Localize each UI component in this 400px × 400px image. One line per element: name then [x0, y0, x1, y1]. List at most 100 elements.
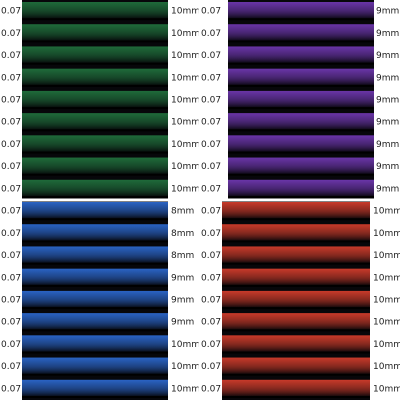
- thickness-label: 0.07: [1, 140, 21, 150]
- length-label: 9mm: [376, 140, 399, 150]
- thickness-label: 0.07: [201, 162, 221, 172]
- length-label: 10mm: [373, 229, 400, 239]
- length-label: 9mm: [376, 51, 399, 61]
- length-label: 9mm: [376, 7, 399, 17]
- lash-strip: [22, 68, 168, 86]
- thickness-label: 0.07: [1, 384, 21, 394]
- thickness-label: 0.07: [1, 207, 21, 217]
- lash-base: [22, 307, 168, 310]
- thickness-label: 0.07: [1, 118, 21, 128]
- length-label: 9mm: [376, 73, 399, 83]
- length-label: 9mm: [171, 273, 194, 283]
- lash-strip: [22, 24, 168, 42]
- lash-strip: [22, 46, 168, 64]
- lash-base: [228, 173, 374, 176]
- length-label: 10mm: [171, 184, 200, 194]
- lash-strip: [22, 202, 168, 220]
- lash-strip: [222, 357, 370, 375]
- length-label: 9mm: [171, 318, 194, 328]
- length-label: 10mm: [373, 384, 400, 394]
- lash-strip: [222, 290, 370, 309]
- thickness-label: 0.07: [201, 296, 221, 306]
- lash-strip: [228, 113, 374, 131]
- thickness-label: 0.07: [1, 7, 21, 17]
- thickness-label: 0.07: [1, 184, 21, 194]
- lash-strip: [228, 135, 374, 153]
- lash-base: [22, 196, 168, 198]
- lash-base: [22, 351, 168, 354]
- lash-strip: [222, 268, 370, 286]
- thickness-label: 0.07: [1, 340, 21, 350]
- thickness-label: 0.07: [201, 118, 221, 128]
- length-label: 10mm: [171, 362, 200, 372]
- thickness-label: 0.07: [1, 96, 21, 106]
- lash-strip: [228, 90, 374, 109]
- lash-strip: [22, 2, 168, 20]
- thickness-label: 0.07: [1, 29, 21, 39]
- lash-strip: [22, 335, 168, 353]
- length-label: 10mm: [171, 51, 200, 61]
- thickness-label: 0.07: [1, 229, 21, 239]
- lash-base: [22, 284, 168, 287]
- length-label: 8mm: [171, 251, 194, 261]
- lash-base: [228, 196, 374, 198]
- length-label: 10mm: [171, 29, 200, 39]
- lash-base: [228, 129, 374, 132]
- lash-base: [22, 84, 168, 87]
- lash-base: [222, 373, 370, 376]
- lash-base: [22, 329, 168, 332]
- thickness-label: 0.07: [1, 318, 21, 328]
- lash-strip: [222, 379, 370, 397]
- length-label: 8mm: [171, 229, 194, 239]
- thickness-label: 0.07: [201, 318, 221, 328]
- thickness-label: 0.07: [201, 207, 221, 217]
- lash-base: [228, 62, 374, 65]
- length-label: 10mm: [171, 340, 200, 350]
- lash-base: [22, 218, 168, 221]
- length-label: 10mm: [373, 273, 400, 283]
- lash-base: [222, 307, 370, 310]
- thickness-label: 0.07: [1, 296, 21, 306]
- lash-base: [22, 107, 168, 110]
- length-label: 10mm: [171, 384, 200, 394]
- thickness-label: 0.07: [201, 140, 221, 150]
- thickness-label: 0.07: [201, 7, 221, 17]
- length-label: 9mm: [376, 118, 399, 128]
- lash-strip: [22, 268, 168, 286]
- lash-base: [228, 84, 374, 87]
- thickness-label: 0.07: [1, 251, 21, 261]
- lash-base: [222, 396, 370, 398]
- length-label: 10mm: [373, 318, 400, 328]
- thickness-label: 0.07: [1, 51, 21, 61]
- lash-strip: [22, 135, 168, 153]
- lash-strip: [22, 379, 168, 397]
- lash-strip: [228, 24, 374, 42]
- thickness-label: 0.07: [201, 229, 221, 239]
- lash-base: [22, 240, 168, 243]
- thickness-label: 0.07: [201, 273, 221, 283]
- lash-base: [228, 107, 374, 110]
- lash-strip: [22, 357, 168, 375]
- length-label: 10mm: [373, 207, 400, 217]
- lash-base: [22, 151, 168, 154]
- lash-strip: [22, 113, 168, 131]
- lash-base: [222, 240, 370, 243]
- length-label: 10mm: [171, 118, 200, 128]
- lash-base: [22, 62, 168, 65]
- lash-strip: [228, 46, 374, 64]
- lash-strip: [22, 179, 168, 197]
- lash-base: [22, 373, 168, 376]
- lash-base: [22, 262, 168, 265]
- length-label: 10mm: [373, 296, 400, 306]
- lash-strip: [228, 179, 374, 197]
- thickness-label: 0.07: [201, 96, 221, 106]
- lash-strip: [22, 246, 168, 264]
- length-label: 9mm: [376, 162, 399, 172]
- length-label: 10mm: [171, 96, 200, 106]
- length-label: 10mm: [171, 162, 200, 172]
- lash-strip: [222, 224, 370, 242]
- lash-strip: [22, 313, 168, 331]
- lash-base: [22, 129, 168, 132]
- length-label: 10mm: [373, 362, 400, 372]
